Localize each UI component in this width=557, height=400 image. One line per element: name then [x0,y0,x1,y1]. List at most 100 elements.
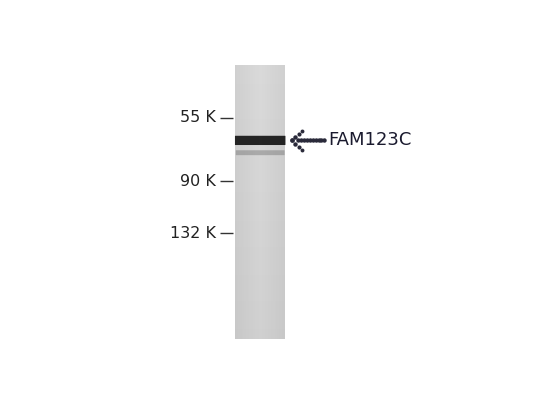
Bar [235,180,285,181]
Bar [235,192,285,194]
Bar [235,325,285,326]
Bar [235,251,285,252]
Bar [235,264,285,265]
Bar [235,168,285,169]
Bar [235,169,285,170]
Bar [235,214,285,216]
Bar [235,69,285,70]
Bar [235,227,285,228]
Bar [235,150,285,151]
Bar [235,302,285,304]
Bar [235,85,285,86]
Bar [235,228,285,230]
Bar [235,330,285,332]
Bar [235,261,285,262]
Bar [235,112,285,113]
Bar [235,184,285,185]
Bar [235,175,285,176]
Bar [235,103,285,104]
Bar [235,146,285,147]
Bar [235,205,285,206]
Bar [235,316,285,317]
Bar [235,130,285,131]
Bar [235,320,285,322]
Bar [281,65,282,339]
Bar [235,174,285,176]
Bar [277,65,278,339]
Bar [244,65,245,339]
Bar [235,326,285,327]
Bar [241,65,242,339]
Bar [273,65,275,339]
Bar [235,270,285,272]
Bar [235,181,285,182]
Bar [235,167,285,168]
Bar [235,184,285,186]
Bar [235,72,285,73]
Bar [261,65,262,339]
Bar [235,120,285,121]
Bar [235,274,285,275]
Bar [280,65,281,339]
Bar [235,160,285,161]
Bar [266,65,267,339]
Bar [235,259,285,260]
Bar [235,337,285,338]
Bar [235,308,285,310]
Bar [235,335,285,336]
Bar [235,114,285,115]
Bar [235,291,285,292]
Bar [235,100,285,102]
Bar [235,83,285,84]
Bar [235,159,285,160]
Bar [235,247,285,249]
Bar [235,75,285,76]
Bar [235,280,285,282]
Bar [235,177,285,178]
Bar [235,189,285,190]
Bar [235,246,285,247]
Bar [235,238,285,240]
Bar [235,194,285,196]
Bar [235,125,285,126]
Bar [235,102,285,103]
Bar [235,136,285,137]
Bar [235,93,285,94]
Bar [275,65,276,339]
Bar [235,162,285,164]
Bar [235,108,285,110]
Bar [235,204,285,205]
Bar [247,65,248,339]
Bar [235,113,285,114]
Bar [235,110,285,111]
Bar [235,108,285,109]
Bar [235,303,285,304]
Bar [239,65,240,339]
Bar [262,65,263,339]
Bar [256,65,257,339]
Bar [240,65,241,339]
Bar [235,216,285,218]
Bar [235,70,285,71]
Bar [235,120,285,122]
Bar [235,241,285,242]
Bar [235,124,285,125]
Bar [235,147,285,148]
Bar [235,191,285,192]
Bar [235,140,285,141]
Bar [235,74,285,75]
Bar [237,65,238,339]
Text: 55 K: 55 K [180,110,216,126]
Bar [235,243,285,244]
Bar [235,272,285,273]
Bar [235,246,285,248]
Bar [235,210,285,211]
Bar [235,197,285,198]
Bar [245,65,246,339]
Bar [235,253,285,254]
Bar [235,145,285,146]
Bar [235,138,285,139]
Bar [235,278,285,279]
Bar [235,320,285,321]
Bar [235,219,285,220]
